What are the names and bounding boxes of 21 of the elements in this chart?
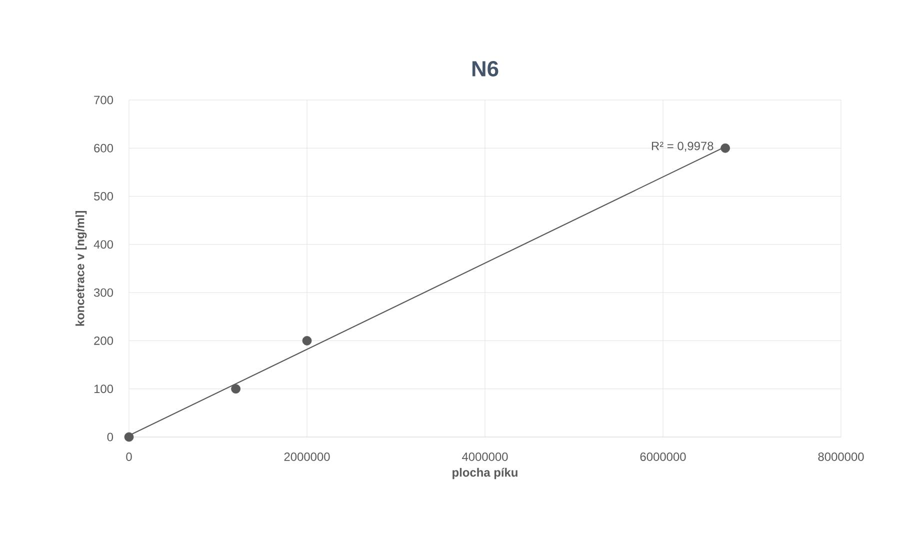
annotation: R² = 0,9978 — [652, 142, 714, 152]
y-tick-label: 600 — [94, 144, 114, 152]
x-axis-title: plocha píku — [452, 468, 518, 480]
point — [302, 336, 312, 346]
point — [720, 143, 730, 153]
x-tick-label: 6000000 — [640, 452, 686, 461]
y-tick-label: 200 — [94, 336, 114, 345]
x-tick-label: 2000000 — [284, 452, 330, 461]
point — [231, 384, 240, 394]
chart-title: N6 — [472, 60, 498, 77]
y-tick-label: 100 — [94, 384, 114, 394]
point — [124, 432, 134, 442]
y-axis-title: koncetrace v [ng/ml] — [76, 211, 87, 326]
y-tick-label: 700 — [94, 96, 114, 104]
y-tick-label: 500 — [94, 192, 114, 201]
x-tick-label: 0 — [126, 452, 132, 461]
y-tick-label: 0 — [107, 432, 114, 442]
x-tick-label: 8000000 — [818, 452, 864, 461]
x-tick-label: 4000000 — [462, 452, 508, 461]
y-tick-label: 300 — [94, 288, 114, 297]
y-tick-label: 400 — [94, 240, 114, 249]
